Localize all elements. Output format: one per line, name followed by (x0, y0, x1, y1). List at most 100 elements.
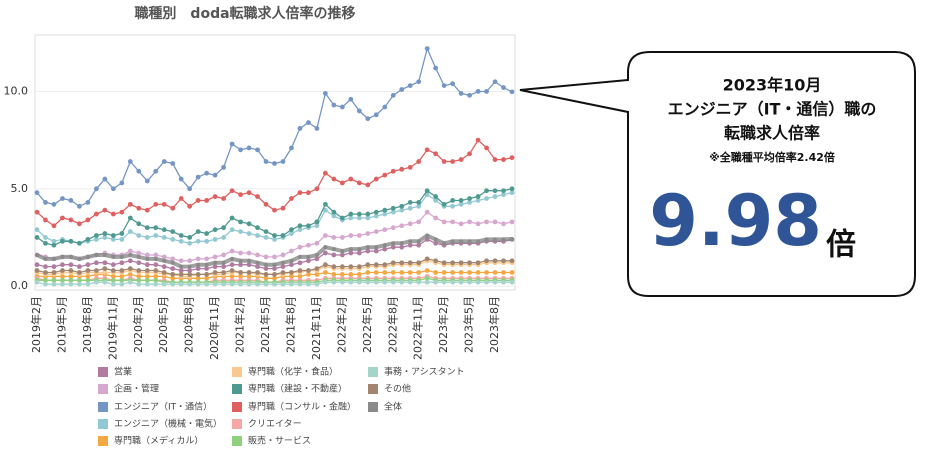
point (348, 279, 354, 285)
point (416, 239, 421, 244)
point (450, 203, 456, 209)
point (433, 279, 439, 285)
point (492, 194, 498, 199)
legend-swatch (232, 436, 242, 446)
point (467, 200, 472, 205)
point (373, 112, 379, 118)
point (509, 186, 515, 192)
point (424, 279, 430, 285)
point (187, 264, 192, 269)
point (195, 229, 201, 235)
point (178, 281, 184, 287)
legend-swatch (98, 419, 108, 429)
legend-swatch (98, 436, 108, 446)
point (492, 270, 498, 275)
point (509, 258, 515, 264)
point (127, 266, 133, 271)
x-tick-label: 2020年8月 (182, 296, 196, 353)
legend-swatch (232, 419, 242, 429)
point (297, 281, 303, 287)
point (144, 252, 150, 258)
point (407, 221, 413, 227)
point (365, 248, 371, 254)
point (399, 279, 405, 285)
point (356, 108, 362, 114)
point (178, 272, 184, 277)
point (94, 252, 99, 257)
legend-swatch (232, 384, 242, 394)
point (119, 236, 125, 242)
point (501, 270, 506, 275)
point (272, 281, 277, 287)
point (365, 211, 371, 217)
point (390, 225, 396, 231)
point (424, 188, 430, 194)
point (407, 242, 413, 248)
point (484, 188, 489, 194)
point (356, 279, 362, 285)
point (60, 262, 65, 268)
point (255, 147, 260, 153)
point (77, 221, 82, 227)
point (289, 258, 294, 263)
point (306, 281, 311, 287)
legend-label: 専門職（メディカル） (114, 435, 203, 447)
point (204, 238, 210, 244)
x-tick-label: 2022年2月 (334, 296, 348, 353)
point (110, 233, 116, 238)
point (289, 248, 294, 254)
x-tick-label: 2021年5月 (258, 296, 272, 353)
point (322, 279, 328, 285)
point (467, 239, 472, 244)
point (136, 221, 142, 227)
point (34, 235, 40, 240)
point (119, 281, 125, 287)
point (272, 262, 277, 267)
point (43, 281, 48, 287)
point (314, 186, 320, 192)
point (348, 247, 353, 252)
point (390, 270, 396, 275)
point (246, 231, 252, 236)
point (424, 147, 430, 153)
callout-unit: 倍 (826, 228, 856, 263)
point (272, 236, 277, 242)
point (68, 217, 74, 223)
point (144, 225, 150, 231)
point (170, 272, 176, 277)
point (60, 254, 65, 259)
point (127, 215, 133, 221)
point (119, 277, 125, 283)
point (357, 247, 362, 252)
point (484, 89, 489, 94)
point (484, 237, 489, 242)
point (382, 246, 388, 252)
point (416, 219, 422, 225)
point (382, 279, 388, 285)
point (153, 252, 159, 258)
point (255, 225, 260, 231)
point (204, 281, 210, 287)
point (356, 264, 362, 270)
point (77, 203, 82, 209)
point (119, 180, 125, 186)
point (314, 256, 320, 262)
point (60, 215, 65, 221)
point (509, 190, 515, 196)
point (263, 235, 269, 240)
point (382, 262, 388, 268)
point (178, 238, 184, 244)
point (212, 236, 218, 242)
point (382, 207, 388, 213)
point (348, 272, 354, 277)
point (127, 201, 133, 207)
point (441, 83, 447, 89)
point (51, 238, 57, 244)
x-tick-label: 2020年11月 (207, 296, 221, 360)
point (399, 223, 405, 229)
point (170, 275, 176, 281)
point (407, 279, 413, 285)
point (187, 281, 193, 287)
point (458, 201, 464, 207)
point (475, 270, 481, 275)
